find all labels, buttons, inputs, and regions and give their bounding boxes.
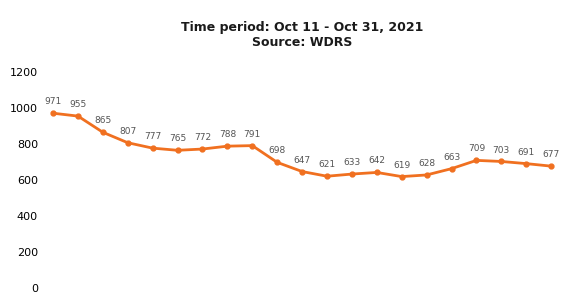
Text: 619: 619 xyxy=(393,160,410,169)
Text: 647: 647 xyxy=(294,156,311,165)
Text: 788: 788 xyxy=(219,130,236,139)
Text: 772: 772 xyxy=(194,133,211,142)
Text: 865: 865 xyxy=(94,116,112,125)
Text: 709: 709 xyxy=(468,144,485,153)
Text: 698: 698 xyxy=(268,146,286,155)
Text: 765: 765 xyxy=(169,134,186,143)
Text: 703: 703 xyxy=(492,146,510,154)
Text: 791: 791 xyxy=(243,130,261,139)
Text: 628: 628 xyxy=(418,159,435,168)
Text: 642: 642 xyxy=(368,157,385,166)
Text: 663: 663 xyxy=(443,153,460,162)
Text: 633: 633 xyxy=(343,158,361,167)
Text: 777: 777 xyxy=(144,132,161,141)
Text: 621: 621 xyxy=(319,160,336,169)
Text: 971: 971 xyxy=(44,97,62,106)
Text: 807: 807 xyxy=(119,127,136,136)
Text: 677: 677 xyxy=(543,150,560,159)
Text: 955: 955 xyxy=(70,100,87,109)
Title: Time period: Oct 11 - Oct 31, 2021
Source: WDRS: Time period: Oct 11 - Oct 31, 2021 Sourc… xyxy=(181,21,424,49)
Text: 691: 691 xyxy=(518,148,535,157)
